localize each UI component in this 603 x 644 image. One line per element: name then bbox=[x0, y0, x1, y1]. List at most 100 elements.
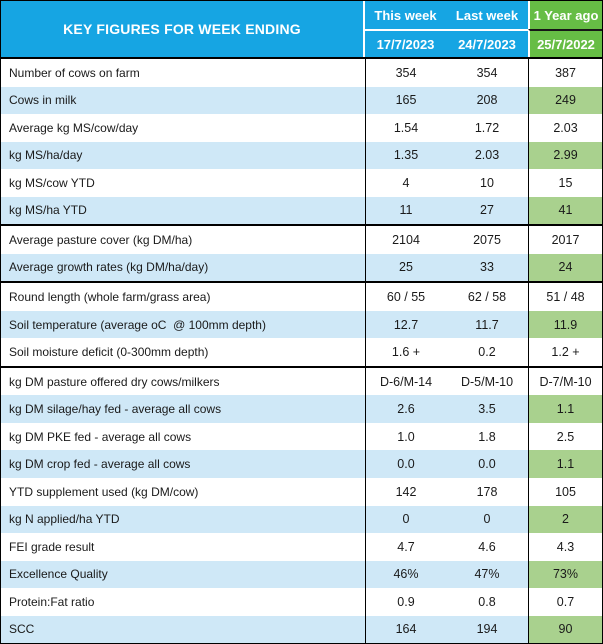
year-ago-value: 11.9 bbox=[528, 310, 602, 339]
this-week-value: 60 / 55 bbox=[365, 283, 446, 311]
table-row: Soil temperature (average oC @ 100mm dep… bbox=[1, 310, 602, 339]
year-ago-value: 1.1 bbox=[528, 450, 602, 478]
metric-label: kg DM PKE fed - average all cows bbox=[1, 422, 365, 451]
this-week-value: 1.54 bbox=[365, 114, 446, 142]
last-week-value: 11.7 bbox=[446, 310, 528, 339]
year-ago-value: 249 bbox=[528, 86, 602, 115]
metric-label: YTD supplement used (kg DM/cow) bbox=[1, 477, 365, 506]
last-week-value: 4.6 bbox=[446, 533, 528, 561]
metric-label: Excellence Quality bbox=[1, 560, 365, 589]
metric-label: Average pasture cover (kg DM/ha) bbox=[1, 226, 365, 254]
this-week-value: 142 bbox=[365, 477, 446, 506]
this-week-value: 4 bbox=[365, 169, 446, 197]
table-row: SCC 164 194 90 bbox=[1, 615, 602, 644]
year-ago-value: 387 bbox=[528, 59, 602, 87]
metric-label: Average growth rates (kg DM/ha/day) bbox=[1, 253, 365, 282]
year-ago-value: 2 bbox=[528, 505, 602, 534]
last-week-value: 2075 bbox=[446, 226, 528, 254]
table-row: kg MS/cow YTD 4 10 15 bbox=[1, 169, 602, 197]
last-week-value: 1.8 bbox=[446, 422, 528, 451]
year-ago-value: 41 bbox=[528, 196, 602, 225]
year-ago-value: 4.3 bbox=[528, 533, 602, 561]
table-row: kg DM crop fed - average all cows 0.0 0.… bbox=[1, 450, 602, 478]
metric-label: kg N applied/ha YTD bbox=[1, 505, 365, 534]
table-row: Number of cows on farm 354 354 387 bbox=[1, 59, 602, 87]
table-row: Average growth rates (kg DM/ha/day) 25 3… bbox=[1, 253, 602, 282]
last-week-value: 0.8 bbox=[446, 588, 528, 616]
table-row: kg N applied/ha YTD 0 0 2 bbox=[1, 505, 602, 534]
this-week-value: 165 bbox=[365, 86, 446, 115]
table-row: kg MS/ha YTD 11 27 41 bbox=[1, 196, 602, 225]
metric-label: kg DM crop fed - average all cows bbox=[1, 450, 365, 478]
metric-label: kg MS/cow YTD bbox=[1, 169, 365, 197]
year-ago-value: 2.99 bbox=[528, 141, 602, 170]
year-ago-value: 105 bbox=[528, 477, 602, 506]
table-row: kg DM pasture offered dry cows/milkers D… bbox=[1, 365, 602, 396]
this-week-value: 2104 bbox=[365, 226, 446, 254]
metric-label: kg MS/ha/day bbox=[1, 141, 365, 170]
year-ago-value: 0.7 bbox=[528, 588, 602, 616]
this-week-value: 11 bbox=[365, 196, 446, 225]
metric-label: SCC bbox=[1, 615, 365, 644]
year-ago-value: 2.03 bbox=[528, 114, 602, 142]
column-header-last-week: Last week bbox=[446, 1, 528, 29]
table-row: Average kg MS/cow/day 1.54 1.72 2.03 bbox=[1, 114, 602, 142]
table-row: Average pasture cover (kg DM/ha) 2104 20… bbox=[1, 224, 602, 254]
last-week-value: 0.2 bbox=[446, 338, 528, 366]
this-week-value: 354 bbox=[365, 59, 446, 87]
metric-label: Cows in milk bbox=[1, 86, 365, 115]
last-week-value: D-5/M-10 bbox=[446, 367, 528, 396]
year-ago-value: D-7/M-10 bbox=[528, 367, 602, 396]
metric-label: kg DM pasture offered dry cows/milkers bbox=[1, 367, 365, 396]
metric-label: FEI grade result bbox=[1, 533, 365, 561]
metric-label: Protein:Fat ratio bbox=[1, 588, 365, 616]
last-week-value: 0.0 bbox=[446, 450, 528, 478]
table-row: Excellence Quality 46% 47% 73% bbox=[1, 560, 602, 589]
date-this-week: 17/7/2023 bbox=[365, 29, 446, 57]
this-week-value: 25 bbox=[365, 253, 446, 282]
this-week-value: D-6/M-14 bbox=[365, 367, 446, 396]
date-year-ago: 25/7/2022 bbox=[528, 29, 602, 57]
table-row: FEI grade result 4.7 4.6 4.3 bbox=[1, 533, 602, 561]
metric-label: Soil moisture deficit (0-300mm depth) bbox=[1, 338, 365, 366]
this-week-value: 46% bbox=[365, 560, 446, 589]
last-week-value: 10 bbox=[446, 169, 528, 197]
last-week-value: 194 bbox=[446, 615, 528, 644]
table-row: kg MS/ha/day 1.35 2.03 2.99 bbox=[1, 141, 602, 170]
table-row: kg DM PKE fed - average all cows 1.0 1.8… bbox=[1, 422, 602, 451]
last-week-value: 33 bbox=[446, 253, 528, 282]
this-week-value: 4.7 bbox=[365, 533, 446, 561]
table-title: KEY FIGURES FOR WEEK ENDING bbox=[1, 1, 365, 57]
table-body: Number of cows on farm 354 354 387 Cows … bbox=[1, 59, 602, 644]
last-week-value: 62 / 58 bbox=[446, 283, 528, 311]
year-ago-value: 2017 bbox=[528, 226, 602, 254]
last-week-value: 208 bbox=[446, 86, 528, 115]
this-week-value: 2.6 bbox=[365, 395, 446, 423]
year-ago-value: 2.5 bbox=[528, 422, 602, 451]
metric-label: Average kg MS/cow/day bbox=[1, 114, 365, 142]
year-ago-value: 73% bbox=[528, 560, 602, 589]
last-week-value: 47% bbox=[446, 560, 528, 589]
table-row: Soil moisture deficit (0-300mm depth) 1.… bbox=[1, 338, 602, 366]
table-row: YTD supplement used (kg DM/cow) 142 178 … bbox=[1, 477, 602, 506]
last-week-value: 178 bbox=[446, 477, 528, 506]
last-week-value: 0 bbox=[446, 505, 528, 534]
last-week-value: 1.72 bbox=[446, 114, 528, 142]
this-week-value: 0.0 bbox=[365, 450, 446, 478]
last-week-value: 354 bbox=[446, 59, 528, 87]
column-header-year-ago: 1 Year ago bbox=[528, 1, 602, 29]
this-week-value: 1.6 + bbox=[365, 338, 446, 366]
this-week-value: 164 bbox=[365, 615, 446, 644]
metric-label: Number of cows on farm bbox=[1, 59, 365, 87]
column-header-this-week: This week bbox=[365, 1, 446, 29]
year-ago-value: 90 bbox=[528, 615, 602, 644]
metric-label: Round length (whole farm/grass area) bbox=[1, 283, 365, 311]
table-row: Cows in milk 165 208 249 bbox=[1, 86, 602, 115]
year-ago-value: 51 / 48 bbox=[528, 283, 602, 311]
this-week-value: 12.7 bbox=[365, 310, 446, 339]
year-ago-value: 24 bbox=[528, 253, 602, 282]
this-week-value: 0.9 bbox=[365, 588, 446, 616]
table-row: Protein:Fat ratio 0.9 0.8 0.7 bbox=[1, 588, 602, 616]
this-week-value: 1.35 bbox=[365, 141, 446, 170]
